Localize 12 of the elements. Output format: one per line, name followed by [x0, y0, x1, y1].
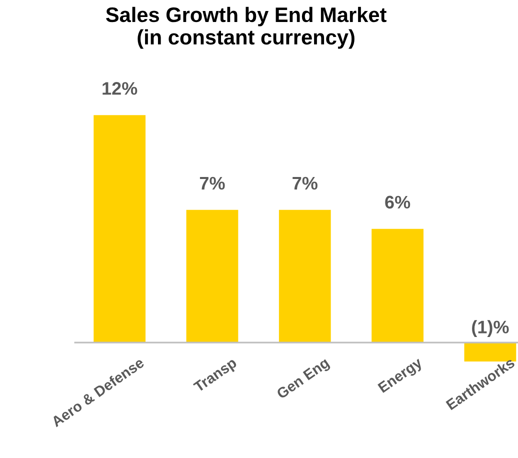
data-label: 6% — [385, 196, 410, 209]
data-label: 7% — [200, 176, 225, 190]
x-tick-label: Gen Eng — [276, 357, 332, 402]
data-label: 12% — [102, 82, 138, 95]
bar — [278, 210, 331, 343]
data-label: 7% — [292, 176, 318, 190]
chart-title: Sales Growth by End Market (in constant currency) — [106, 6, 386, 49]
bar — [94, 115, 146, 343]
bar — [372, 228, 424, 343]
bar — [464, 342, 516, 362]
data-label: (1)% — [472, 320, 509, 338]
bar — [186, 210, 238, 343]
